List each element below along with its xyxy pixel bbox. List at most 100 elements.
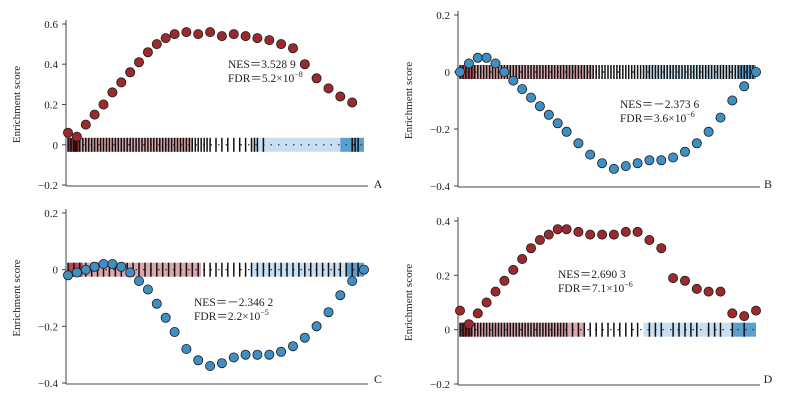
es-point (561, 224, 572, 235)
y-tick-label: 0.2 (44, 100, 58, 112)
fdr-exponent: −5 (260, 308, 269, 317)
fdr-exponent: −8 (294, 70, 303, 79)
es-point (63, 127, 74, 138)
es-point (335, 290, 346, 301)
y-tick-label: −0.2 (38, 321, 58, 333)
nes-annotation: NES＝－2.373 6 (620, 99, 699, 111)
es-point (252, 349, 263, 360)
y-axis-label: Enrichment score (403, 62, 415, 139)
panel-a: −0.2 0 0.2 0.4 0.6 Enrichment score NES＝3.528 … (11, 19, 383, 192)
es-point (727, 95, 738, 106)
es-point (299, 332, 310, 343)
es-point (620, 161, 631, 172)
panel-d: −0.2 0 0.2 0.4 Enrichment score NES＝2.690 3FD… (403, 216, 773, 391)
es-point (751, 67, 762, 78)
ranking-bar-segment (346, 262, 364, 277)
es-point (526, 92, 537, 103)
es-point (80, 264, 91, 275)
y-tick-label: 0.4 (44, 59, 58, 71)
es-point (597, 229, 608, 240)
es-point (739, 81, 750, 92)
fdr-annotation: FDR＝7.1×10−6 (558, 280, 633, 295)
es-point (228, 29, 239, 40)
es-point (160, 33, 171, 44)
es-point (534, 234, 545, 245)
es-point (481, 297, 492, 308)
es-point (276, 39, 287, 50)
panel-letter: C (374, 372, 382, 386)
es-point (608, 229, 619, 240)
series-running-es (63, 258, 369, 371)
ranking-bar-segment (251, 137, 341, 152)
es-point (216, 358, 227, 369)
y-tick-label: −0.2 (430, 124, 450, 136)
y-tick-label: 0.2 (436, 270, 450, 282)
panel-letter: D (764, 372, 773, 386)
y-tick-label: 0.4 (436, 216, 450, 228)
y-tick-label: 0 (53, 265, 59, 277)
y-tick-label: −0.4 (430, 181, 450, 193)
es-point (499, 67, 510, 78)
es-point (98, 99, 109, 110)
es-point (552, 224, 563, 235)
es-point (585, 229, 596, 240)
es-point (680, 275, 691, 286)
es-point (142, 284, 153, 295)
es-point (151, 298, 162, 309)
es-point (668, 152, 679, 163)
panel-c: −0.4 −0.2 0 0.2 Enrichment score NES＝－2.346 2… (11, 208, 382, 390)
es-point (228, 352, 239, 363)
es-point (454, 305, 465, 316)
y-tick-label: −0.4 (38, 378, 58, 390)
es-point (358, 264, 369, 275)
y-tick-label: 0 (445, 67, 451, 79)
panel-b: −0.4 −0.2 0 0.2 Enrichment score NES＝－2.373 6… (403, 10, 772, 193)
es-point (454, 67, 465, 78)
fdr-annotation: FDR＝3.6×10−6 (620, 110, 695, 125)
es-point (632, 226, 643, 237)
es-point (193, 355, 204, 366)
es-point (573, 226, 584, 237)
es-point (472, 52, 483, 63)
es-point (608, 163, 619, 174)
es-point (552, 118, 563, 129)
es-point (160, 312, 171, 323)
es-point (526, 243, 537, 254)
y-tick-label: 0.2 (436, 10, 450, 22)
y-axis-label: Enrichment score (403, 264, 415, 341)
es-point (169, 326, 180, 337)
es-point (216, 31, 227, 42)
es-point (98, 258, 109, 269)
hit-ticks (67, 137, 359, 152)
es-point (169, 29, 180, 40)
es-point (181, 343, 192, 354)
y-axis-label: Enrichment score (11, 259, 23, 336)
nes-annotation: NES＝3.528 9 (228, 59, 296, 71)
es-point (193, 29, 204, 40)
y-tick-label: −0.2 (38, 180, 58, 192)
es-point (116, 77, 127, 88)
hit-ticks (459, 65, 754, 79)
es-point (585, 149, 596, 160)
panel-letter: B (764, 177, 772, 191)
nes-annotation: NES＝－2.346 2 (194, 297, 273, 309)
y-tick-label: 0 (445, 325, 451, 337)
fdr-exponent: −6 (686, 110, 695, 119)
es-point (490, 58, 501, 69)
es-point (508, 75, 519, 86)
ranking-bar-segment (643, 322, 733, 337)
es-point (133, 275, 144, 286)
es-point (463, 319, 474, 330)
es-point (323, 83, 334, 94)
es-point (205, 360, 216, 371)
es-point (727, 308, 738, 319)
es-point (656, 243, 667, 254)
es-point (89, 261, 100, 272)
nes-annotation: NES＝2.690 3 (558, 269, 626, 281)
y-tick-label: 0.2 (44, 208, 58, 220)
es-point (335, 91, 346, 102)
es-point (71, 267, 82, 278)
es-point (107, 258, 118, 269)
hit-ticks (459, 322, 745, 337)
